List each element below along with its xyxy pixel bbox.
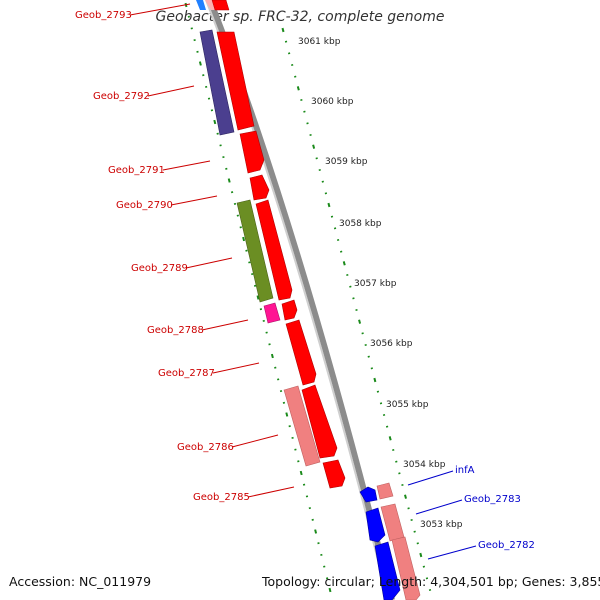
gene-Geob_2787-feature (285, 319, 317, 386)
tick-mark-right (373, 377, 377, 383)
label-Geob_2785: Geob_2785 (193, 492, 250, 503)
gene-Geob_2782-feature (374, 541, 401, 600)
leader-Geob_2793 (129, 3, 191, 16)
label-Geob_2782: Geob_2782 (478, 540, 535, 551)
gene-Geob_2789-inner (236, 199, 274, 303)
tick-mark-right (281, 27, 285, 33)
lower-right-genes (359, 482, 421, 600)
leader-Geob_2783 (415, 499, 463, 515)
label-Geob_2788: Geob_2788 (147, 325, 204, 336)
tick-mark-right (388, 436, 392, 441)
gene-infA-inner (376, 482, 394, 500)
scale-label-3061: 3061 kbp (298, 37, 341, 47)
leader-Geob_2787 (212, 362, 260, 374)
gene-Geob_2788-feature (281, 299, 298, 321)
scale-label-3058: 3058 kbp (339, 219, 382, 229)
gene-Geob_2782-inner (391, 536, 421, 600)
gene-Geob_2785-feature (322, 459, 346, 489)
scale-label-3059: 3059 kbp (325, 157, 368, 167)
label-Geob_2786: Geob_2786 (177, 442, 234, 453)
tick-track-left (184, 2, 332, 593)
gene-Geob_2793-inner (196, 0, 206, 10)
leader-Geob_2790 (170, 195, 218, 206)
gene-Geob_2791-feature (239, 130, 265, 174)
label-infA: infA (455, 465, 475, 476)
scale-label-3056: 3056 kbp (370, 339, 413, 349)
gene-Geob_2788-inner (263, 302, 281, 324)
label-Geob_2787: Geob_2787 (158, 368, 215, 379)
tick-mark-left (213, 119, 217, 125)
scale-label-3055: 3055 kbp (386, 400, 429, 410)
tick-mark-left (328, 587, 332, 593)
gene-Geob_2790-feature (249, 174, 270, 201)
gene-Geob_2792-arrow (216, 31, 255, 131)
label-Geob_2792: Geob_2792 (93, 91, 150, 102)
left-labels: Geob_2793 Geob_2792 Geob_2791 Geob_2790 … (75, 3, 295, 503)
leader-infA (407, 470, 454, 486)
tick-mark-right (327, 202, 331, 208)
label-Geob_2783: Geob_2783 (464, 494, 521, 505)
tick-mark-right (342, 261, 346, 266)
gene-Geob_2786-feature (301, 384, 338, 459)
label-Geob_2789: Geob_2789 (131, 263, 188, 274)
inner-strand-genes (196, 0, 321, 467)
tick-mark-left (314, 529, 318, 534)
tick-mark-left (242, 236, 246, 242)
right-labels: infA Geob_2783 Geob_2782 (407, 465, 535, 560)
tick-mark-left (285, 412, 289, 417)
leader-Geob_2791 (162, 160, 211, 171)
tick-mark-left (299, 470, 303, 476)
tick-mark-right (312, 144, 316, 149)
gene-Geob_2792-inner (199, 29, 235, 136)
tick-mark-right (404, 494, 407, 499)
map-title: Geobacter sp. FRC-32, complete genome (155, 9, 445, 25)
scale-labels: 3061 kbp 3060 kbp 3059 kbp 3058 kbp 3057… (298, 37, 463, 530)
tick-mark-right (296, 86, 300, 91)
gene-Geob_2786-inner (283, 385, 321, 467)
tick-mark-left (256, 295, 260, 300)
tick-mark-left (227, 178, 231, 183)
label-Geob_2790: Geob_2790 (116, 200, 173, 211)
forward-strand-genes (205, 0, 346, 489)
leader-Geob_2782 (427, 545, 477, 560)
leader-Geob_2788 (201, 319, 249, 331)
tick-mark-left (270, 353, 274, 359)
gene-Geob_2783-feature (365, 507, 386, 543)
leader-Geob_2785 (247, 486, 295, 498)
label-Geob_2791: Geob_2791 (108, 165, 165, 176)
tick-mark-right (358, 319, 362, 324)
gene-infA-feature (359, 486, 378, 503)
accession-text: Accession: NC_011979 (9, 574, 152, 589)
gene-Geob_2792-feature (211, 0, 230, 11)
leader-Geob_2789 (185, 257, 233, 269)
scale-label-3054: 3054 kbp (403, 460, 446, 470)
leader-Geob_2792 (147, 85, 195, 97)
leader-Geob_2786 (231, 434, 279, 448)
tick-mark-left (198, 61, 202, 66)
topology-text: Topology: circular; Length: 4,304,501 bp… (262, 574, 600, 589)
label-Geob_2793: Geob_2793 (75, 10, 132, 21)
scale-label-3053: 3053 kbp (420, 520, 463, 530)
tick-track-right (281, 27, 432, 592)
scale-label-3060: 3060 kbp (311, 97, 354, 107)
scale-label-3057: 3057 kbp (354, 279, 397, 289)
tick-mark-right (419, 552, 423, 558)
gene-Geob_2789-feature (255, 199, 293, 301)
